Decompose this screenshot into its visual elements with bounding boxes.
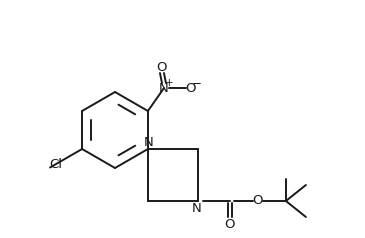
Text: −: − [192, 77, 202, 89]
Text: N: N [192, 202, 202, 214]
Text: +: + [165, 78, 174, 88]
Text: O: O [253, 194, 263, 208]
Text: O: O [157, 60, 167, 74]
Text: O: O [186, 82, 196, 94]
Text: O: O [225, 218, 235, 230]
Text: N: N [144, 135, 154, 149]
Text: Cl: Cl [50, 158, 63, 170]
Text: N: N [159, 82, 169, 94]
